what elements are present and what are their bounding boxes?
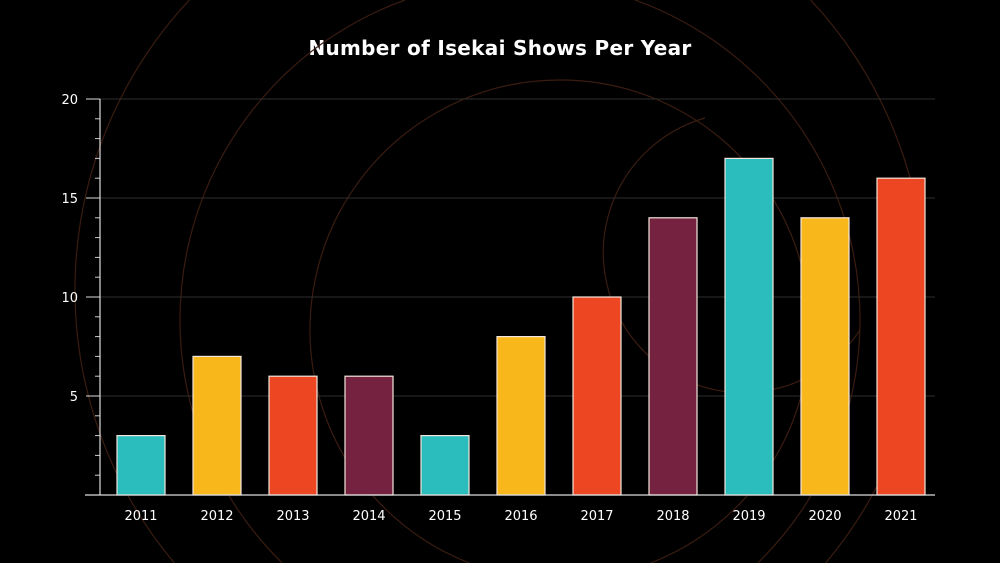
x-tick-label: 2020: [808, 509, 841, 524]
chart-title: Number of Isekai Shows Per Year: [308, 36, 692, 60]
bar-2014: [344, 375, 394, 496]
x-tick-label: 2021: [884, 509, 917, 524]
bar-2016: [496, 336, 546, 496]
x-tick-label: 2015: [428, 509, 461, 524]
y-tick-label: 10: [61, 291, 78, 306]
bar-2011: [116, 435, 166, 496]
bar-2021: [876, 177, 926, 496]
x-tick-label: 2011: [124, 509, 157, 524]
x-tick-label: 2018: [656, 509, 689, 524]
x-tick-label: 2016: [504, 509, 537, 524]
decor-arc: [602, 117, 861, 394]
y-tick-label: 15: [61, 192, 78, 207]
x-tick-label: 2014: [352, 509, 385, 524]
bar-2013: [268, 375, 318, 496]
x-tick-label: 2012: [200, 509, 233, 524]
x-tick-label: 2017: [580, 509, 613, 524]
bar-2015: [420, 435, 470, 496]
y-tick-label: 20: [61, 93, 78, 108]
bar-2020: [800, 217, 850, 496]
x-tick-label: 2019: [732, 509, 765, 524]
bar-2017: [572, 296, 622, 496]
x-tick-label: 2013: [276, 509, 309, 524]
bar-2019: [724, 157, 774, 496]
bar-2012: [192, 355, 242, 496]
bar-2018: [648, 217, 698, 496]
decor-arc: [309, 79, 811, 563]
y-tick-label: 5: [70, 390, 78, 405]
